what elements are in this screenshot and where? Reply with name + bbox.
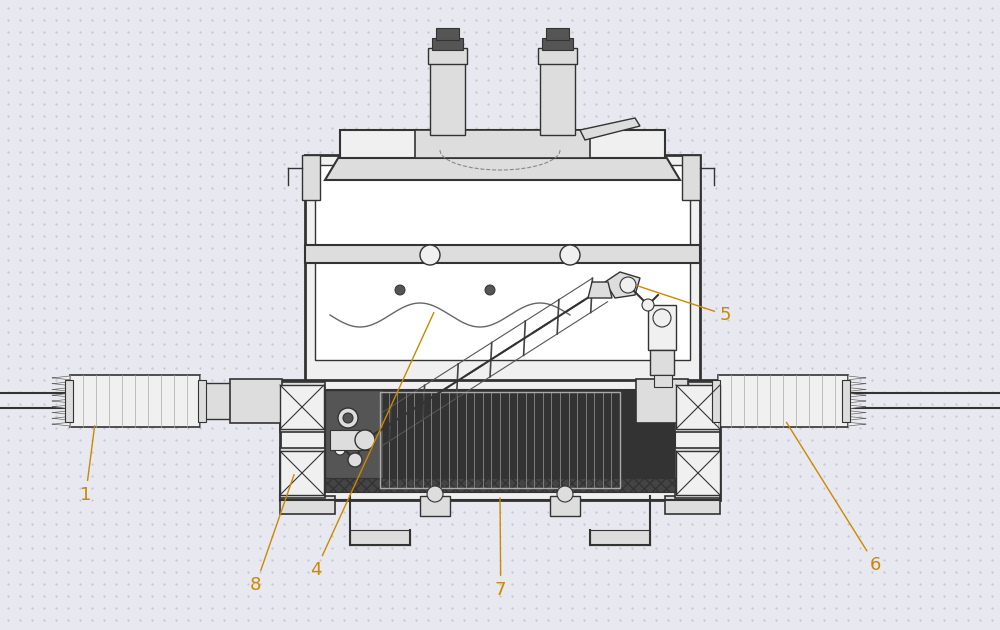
Bar	[650, 350, 674, 375]
Bar	[305, 155, 700, 495]
Bar	[230, 379, 282, 423]
Bar	[302, 155, 320, 200]
Bar	[540, 60, 575, 135]
Polygon shape	[52, 411, 70, 415]
Bar	[550, 496, 580, 516]
Circle shape	[557, 486, 573, 502]
Bar	[198, 380, 206, 422]
Bar	[350, 530, 410, 545]
Polygon shape	[52, 393, 70, 397]
Circle shape	[395, 285, 405, 295]
Polygon shape	[848, 399, 866, 403]
Bar	[675, 382, 720, 432]
Bar	[380, 392, 620, 488]
Bar	[665, 496, 720, 514]
Bar	[430, 60, 465, 135]
Bar	[325, 478, 675, 492]
Bar	[280, 380, 720, 500]
Bar	[415, 130, 590, 158]
Polygon shape	[52, 405, 70, 409]
Polygon shape	[52, 422, 70, 426]
Bar	[546, 28, 569, 40]
Polygon shape	[848, 393, 866, 397]
Bar	[70, 375, 200, 427]
Bar	[200, 383, 250, 419]
Polygon shape	[52, 416, 70, 420]
Circle shape	[335, 445, 345, 455]
Circle shape	[485, 285, 495, 295]
Polygon shape	[580, 118, 640, 140]
Bar	[305, 245, 700, 263]
Polygon shape	[588, 282, 612, 298]
Bar	[315, 165, 690, 360]
Bar	[432, 38, 463, 50]
Polygon shape	[848, 382, 866, 386]
Bar	[280, 385, 324, 429]
Polygon shape	[52, 399, 70, 403]
Bar	[718, 375, 848, 427]
Polygon shape	[848, 411, 866, 415]
Bar	[280, 448, 325, 498]
Text: 4: 4	[310, 312, 434, 579]
Bar	[676, 451, 720, 495]
Polygon shape	[605, 272, 640, 298]
Bar	[676, 385, 720, 429]
Bar	[636, 379, 688, 423]
Circle shape	[355, 430, 375, 450]
Text: 8: 8	[250, 474, 294, 594]
Circle shape	[427, 486, 443, 502]
Bar	[65, 380, 73, 422]
Text: 7: 7	[495, 498, 507, 599]
Text: 6: 6	[786, 422, 881, 574]
Circle shape	[343, 413, 353, 423]
Bar	[682, 155, 700, 200]
Bar	[280, 382, 325, 432]
Bar	[325, 390, 675, 490]
Circle shape	[560, 245, 580, 265]
Text: 1: 1	[80, 426, 95, 504]
Polygon shape	[52, 387, 70, 391]
Bar	[648, 305, 676, 350]
Polygon shape	[848, 387, 866, 391]
Bar	[428, 48, 467, 64]
Bar	[675, 448, 720, 498]
Bar	[712, 380, 720, 422]
Bar	[325, 390, 383, 490]
Polygon shape	[325, 155, 680, 180]
Bar	[280, 496, 335, 514]
Circle shape	[642, 299, 654, 311]
Polygon shape	[52, 376, 70, 380]
Circle shape	[348, 453, 362, 467]
Circle shape	[420, 245, 440, 265]
Polygon shape	[848, 416, 866, 420]
Circle shape	[338, 408, 358, 428]
Bar	[330, 430, 370, 450]
Bar	[420, 496, 450, 516]
Bar	[638, 383, 688, 419]
Polygon shape	[848, 405, 866, 409]
Bar	[436, 28, 459, 40]
Bar	[590, 530, 650, 545]
Bar	[340, 130, 665, 158]
Bar	[842, 380, 850, 422]
Polygon shape	[52, 382, 70, 386]
Bar	[654, 375, 672, 387]
Circle shape	[653, 309, 671, 327]
Bar	[542, 38, 573, 50]
Polygon shape	[848, 422, 866, 426]
Polygon shape	[848, 376, 866, 380]
Bar	[280, 451, 324, 495]
Circle shape	[620, 277, 636, 293]
Text: 5: 5	[638, 286, 732, 324]
Bar	[538, 48, 577, 64]
